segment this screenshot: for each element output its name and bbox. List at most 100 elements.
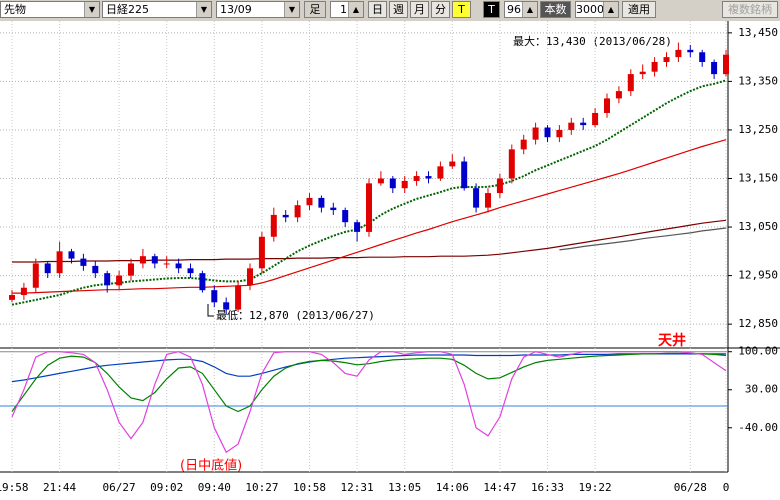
candle-body [651, 61, 658, 72]
candle-body [104, 273, 111, 286]
period-month[interactable]: 月 [410, 1, 429, 18]
candle-body [425, 176, 432, 179]
candle-body [247, 268, 253, 286]
contract-text: 13/09 [220, 3, 252, 16]
candle-body [389, 178, 396, 189]
contract-select[interactable]: 13/09 ▼ [216, 1, 300, 18]
candle-body [615, 91, 622, 99]
indicator-line [11, 351, 727, 454]
candle-body [342, 210, 349, 223]
period-tick[interactable]: T [452, 1, 471, 18]
market-text: 先物 [4, 3, 26, 16]
max-count-spin[interactable]: 3000 ▲ [575, 1, 619, 18]
x-tick-label: 14:06 [436, 481, 469, 494]
y-tick-label: 13,250 [738, 123, 778, 136]
candle-body [163, 263, 170, 265]
period-week[interactable]: 週 [389, 1, 408, 18]
candle-body [294, 205, 301, 218]
x-tick-label: 0 [723, 481, 730, 494]
candle-body [330, 207, 337, 211]
min-bracket [207, 304, 214, 317]
multi-symbol-button[interactable]: 複数銘柄 [722, 1, 778, 18]
y-tick-label: 12,950 [738, 269, 778, 282]
candle-body [663, 57, 670, 62]
candle-body [187, 268, 194, 274]
candle-body [461, 161, 468, 189]
candle-body [211, 290, 218, 303]
candle-body [92, 265, 99, 274]
x-tick-label: 14:47 [483, 481, 516, 494]
y-tick-label: 13,150 [738, 172, 778, 185]
symbol-select[interactable]: 日経225 ▼ [102, 1, 212, 18]
candle-body [270, 214, 277, 237]
candle-body [56, 251, 63, 274]
count-text: 96 [507, 3, 521, 16]
candle-body [199, 273, 206, 291]
candle-body [401, 180, 408, 189]
candle-body [80, 258, 87, 266]
period-minute[interactable]: 分 [431, 1, 450, 18]
x-tick-label: 16:33 [531, 481, 564, 494]
candle-body [9, 295, 15, 300]
max-count-text: 3000 [576, 3, 604, 16]
candle-body [151, 256, 158, 264]
x-tick-label: 10:27 [245, 481, 278, 494]
candle-body [508, 149, 515, 179]
candle-body [235, 285, 242, 310]
candle-body [520, 139, 527, 150]
candle-body [32, 263, 39, 288]
candle-body [128, 263, 134, 276]
x-tick-label: 10:58 [293, 481, 326, 494]
x-tick-label: 06/27 [103, 481, 136, 494]
candle-body [223, 302, 230, 310]
candle-body [354, 222, 361, 232]
candle-body [282, 214, 289, 218]
x-tick-label: 06/28 [674, 481, 707, 494]
bar-label: 足 [304, 1, 326, 18]
indicator-line [11, 353, 726, 383]
candle-body [68, 251, 75, 259]
candle-body [627, 74, 634, 92]
top-annotation: 天井 [658, 332, 686, 349]
x-tick-label: 19:58 [0, 481, 29, 494]
min-annotation: 最低：12,870 (2013/06/27) [216, 309, 375, 322]
candle-body [604, 98, 610, 113]
y-tick-label: 13,050 [738, 220, 778, 233]
candle-body [568, 122, 575, 130]
candle-body [175, 263, 182, 269]
candle-body [318, 197, 325, 208]
indicator-line [12, 139, 727, 294]
candle-body [592, 112, 599, 126]
x-tick-label: 21:44 [43, 481, 76, 494]
candle-body [485, 193, 491, 208]
candle-body [44, 263, 51, 274]
market-select[interactable]: 先物 ▼ [0, 1, 100, 18]
candle-body [139, 256, 146, 264]
candle-body [473, 188, 480, 208]
y-tick-label: -40.00 [738, 421, 778, 434]
candle-body [377, 178, 384, 184]
candle-body [723, 54, 729, 75]
max-annotation: 最大：13,430 (2013/06/28) [513, 34, 672, 48]
candle-body [258, 236, 265, 269]
candle-body [544, 127, 551, 138]
candle-body [449, 161, 456, 167]
indicator-line [11, 352, 727, 413]
bottom-annotation: (日中底値) [180, 458, 242, 474]
apply-button[interactable]: 適用 [622, 1, 656, 18]
candle-body [687, 49, 694, 53]
tick-label: T [483, 1, 500, 18]
period-day[interactable]: 日 [368, 1, 387, 18]
unit-text: 1 [340, 3, 347, 16]
candle-body [556, 129, 563, 138]
x-tick-label: 12:31 [341, 481, 374, 494]
y-tick-label: 30.00 [745, 383, 778, 396]
symbol-text: 日経225 [106, 3, 149, 16]
unit-spin[interactable]: 1 ▲ [330, 1, 364, 18]
candle-body [496, 178, 503, 194]
candle-body [532, 127, 539, 140]
count-spin[interactable]: 96 ▲ [504, 1, 538, 18]
candle-body [711, 61, 718, 75]
x-tick-label: 19:22 [579, 481, 612, 494]
